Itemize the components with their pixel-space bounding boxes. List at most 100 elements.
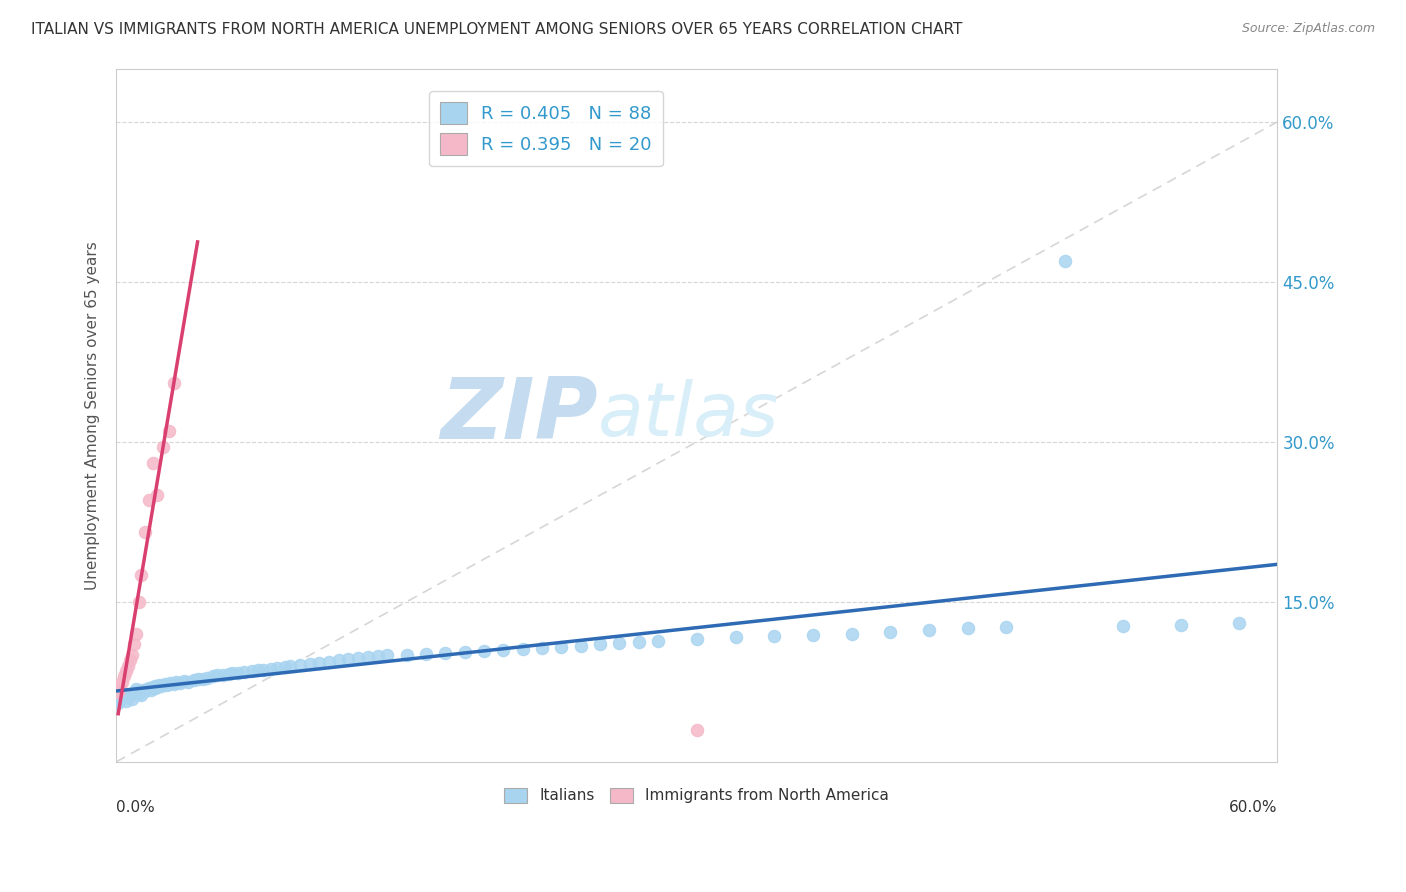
Point [134,684,156,698]
Point [122,637,145,651]
Point [266,661,288,675]
Text: 0.0%: 0.0% [117,800,155,815]
Text: Source: ZipAtlas.com: Source: ZipAtlas.com [1241,22,1375,36]
Point [589,637,612,651]
Point [415,647,437,661]
Point [163,677,186,691]
Point [139,683,162,698]
Point [627,635,650,649]
Point [246,663,269,677]
Point [146,488,169,502]
Point [995,620,1018,634]
Point [1227,616,1250,631]
Point [1111,619,1133,633]
Point [153,677,176,691]
Point [117,690,139,704]
Point [252,663,274,677]
Point [127,686,149,700]
Point [107,685,129,699]
Point [121,648,143,662]
Point [138,681,160,696]
Point [298,657,321,671]
Point [205,668,228,682]
Point [111,690,134,705]
Point [128,595,150,609]
Point [124,682,146,697]
Point [956,622,979,636]
Point [288,657,311,672]
Point [169,676,191,690]
Legend: Italians, Immigrants from North America: Italians, Immigrants from North America [498,781,896,810]
Point [142,456,165,470]
Point [492,642,515,657]
Point [724,630,747,644]
Point [195,671,218,685]
Point [280,658,302,673]
Point [318,655,340,669]
Point [177,674,200,689]
Point [142,680,165,694]
Point [763,629,786,643]
Point [159,676,181,690]
Point [118,653,141,667]
Point [115,664,138,678]
Point [226,666,249,681]
Point [111,674,134,689]
Text: 60.0%: 60.0% [1229,800,1278,815]
Point [328,653,350,667]
Point [879,624,901,639]
Point [686,632,709,647]
Point [395,648,418,662]
Point [647,634,669,648]
Point [128,684,150,698]
Text: ITALIAN VS IMMIGRANTS FROM NORTH AMERICA UNEMPLOYMENT AMONG SENIORS OVER 65 YEAR: ITALIAN VS IMMIGRANTS FROM NORTH AMERICA… [31,22,962,37]
Point [112,669,135,683]
Point [121,691,143,706]
Point [132,683,155,698]
Point [472,644,495,658]
Point [124,685,146,699]
Point [531,640,554,655]
Point [260,662,283,676]
Point [218,667,240,681]
Point [115,694,138,708]
Point [337,652,360,666]
Point [569,639,592,653]
Point [375,648,398,662]
Point [143,681,166,696]
Point [686,723,709,737]
Point [131,688,153,702]
Point [163,376,186,391]
Point [155,678,177,692]
Point [143,679,166,693]
Point [357,650,380,665]
Point [841,627,863,641]
Point [347,651,370,665]
Point [118,688,141,702]
Point [131,568,153,582]
Point [367,649,389,664]
Point [108,680,131,694]
Point [138,493,160,508]
Point [550,640,572,654]
Point [108,693,131,707]
Point [112,689,135,703]
Point [165,674,187,689]
Point [193,672,215,686]
Point [512,641,534,656]
Point [157,424,180,438]
Point [149,679,172,693]
Point [211,668,233,682]
Point [233,665,256,680]
Point [609,636,631,650]
Point [148,678,170,692]
Point [918,623,941,637]
Point [124,627,146,641]
Point [240,664,263,678]
Point [221,666,243,681]
Point [202,669,225,683]
Point [134,525,156,540]
Point [1170,618,1192,632]
Point [107,696,129,710]
Point [187,672,209,686]
